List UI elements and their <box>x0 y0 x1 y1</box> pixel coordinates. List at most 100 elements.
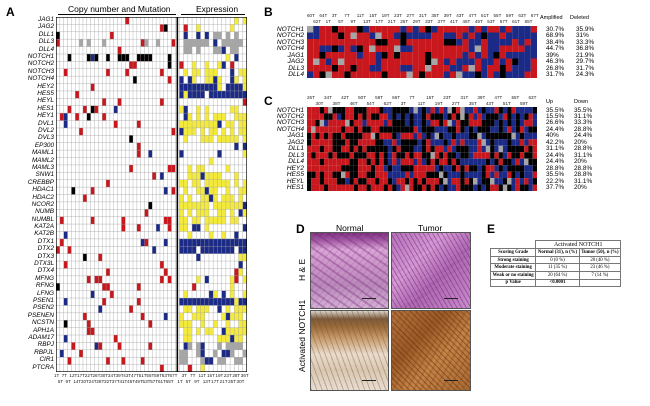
heatmap-cell <box>242 275 247 284</box>
heatmap-cell <box>336 158 342 166</box>
heatmap-cell <box>464 119 469 127</box>
heatmap-cell <box>507 165 512 172</box>
heatmap-cell <box>439 126 444 133</box>
heatmap-cell <box>217 46 222 54</box>
heatmap-cell <box>230 39 235 47</box>
heatmap-cell <box>379 132 384 140</box>
heatmap-cell <box>400 152 405 159</box>
heatmap-cell <box>456 165 461 172</box>
panel-a-header-line-right <box>181 14 245 15</box>
heatmap-cell <box>431 26 438 33</box>
heatmap-cell <box>417 132 422 140</box>
gene-label: KAT2A <box>34 223 54 231</box>
heatmap-cell <box>400 52 407 59</box>
heatmap-cell <box>234 335 239 343</box>
heatmap-cell <box>430 171 435 179</box>
heatmap-cell <box>430 165 435 172</box>
heatmap-cell <box>313 71 320 78</box>
heatmap-cell <box>474 32 482 39</box>
heatmap-cell <box>511 107 516 114</box>
panel-c-heatmap <box>307 107 537 191</box>
heatmap-cell <box>221 327 226 336</box>
heatmap-cell <box>530 58 537 65</box>
heatmap-cell <box>511 126 516 133</box>
heatmap-cell <box>485 126 491 133</box>
heatmap-cell <box>187 127 193 136</box>
heatmap-cell <box>328 184 333 191</box>
heatmap-cell <box>328 152 333 159</box>
heatmap-cell <box>418 45 426 52</box>
heatmap-cell <box>524 65 531 72</box>
heatmap-cell <box>204 357 209 365</box>
heatmap-cell <box>487 26 494 33</box>
heatmap-cell <box>383 152 388 159</box>
heatmap-cell <box>439 171 444 179</box>
down-percent: 20% <box>574 184 587 192</box>
up-percent: 15.5% <box>546 112 565 120</box>
heatmap-cell <box>375 132 380 140</box>
heatmap-cell <box>518 52 525 59</box>
heatmap-cell <box>481 39 488 46</box>
heatmap-cell <box>425 26 432 33</box>
gene-label: PTCRA <box>32 363 54 371</box>
heatmap-cell <box>499 58 506 65</box>
heatmap-cell <box>200 305 205 313</box>
heatmap-cell <box>109 290 114 299</box>
heatmap-cell <box>460 107 465 114</box>
heatmap-cell <box>217 246 222 254</box>
heatmap-cell <box>512 32 519 39</box>
heatmap-cell <box>238 127 243 136</box>
heatmap-cell <box>238 120 243 128</box>
heatmap-cell <box>449 71 457 78</box>
tick-label: 65T <box>524 19 533 24</box>
heatmap-cell <box>394 58 401 65</box>
gene-label: HEY1 <box>37 112 54 120</box>
tick-label: 3T <box>331 13 338 18</box>
heatmap-cell <box>404 126 410 133</box>
heatmap-cell <box>468 158 474 166</box>
heatmap-cell <box>370 113 376 120</box>
heatmap-cell <box>490 152 495 159</box>
heatmap-cell <box>200 320 205 328</box>
heatmap-cell <box>447 165 452 172</box>
heatmap-cell <box>417 119 422 127</box>
heatmap-cell <box>136 224 141 232</box>
tick-label: 3T <box>400 101 407 106</box>
heatmap-cell <box>341 126 346 133</box>
heatmap-cell <box>350 39 357 46</box>
heatmap-cell <box>524 52 531 59</box>
heatmap-cell <box>183 105 188 114</box>
heatmap-cell <box>148 150 153 158</box>
heatmap-cell <box>94 275 99 284</box>
heatmap-cell <box>426 152 431 159</box>
heatmap-cell <box>362 158 367 166</box>
heatmap-cell <box>325 58 332 65</box>
heatmap-cell <box>213 179 218 188</box>
heatmap-cell <box>167 224 172 232</box>
heatmap-cell <box>434 184 440 191</box>
heatmap-cell <box>313 45 320 52</box>
heatmap-cell <box>192 127 197 136</box>
heatmap-cell <box>518 39 525 46</box>
heatmap-cell <box>413 178 418 185</box>
heatmap-cell <box>515 107 520 114</box>
heatmap-cell <box>133 76 137 84</box>
heatmap-cell <box>400 45 407 52</box>
heatmap-cell <box>439 145 444 153</box>
heatmap-cell <box>518 26 525 33</box>
heatmap-cell <box>370 184 376 191</box>
heatmap-cell <box>485 113 491 120</box>
heatmap-cell <box>502 178 508 185</box>
heatmap-cell <box>515 165 520 172</box>
heatmap-cell <box>422 165 427 172</box>
heatmap-cell <box>396 119 401 127</box>
heatmap-cell <box>234 76 239 84</box>
heatmap-cell <box>167 61 172 69</box>
heatmap-cell <box>485 145 491 153</box>
heatmap-cell <box>102 298 107 306</box>
amplified-percent: 31.7% <box>546 71 565 78</box>
heatmap-cell <box>183 179 188 188</box>
heatmap-cell <box>113 120 118 128</box>
table-cell: 7 (14 %) <box>578 270 622 280</box>
heatmap-cell <box>319 26 326 33</box>
